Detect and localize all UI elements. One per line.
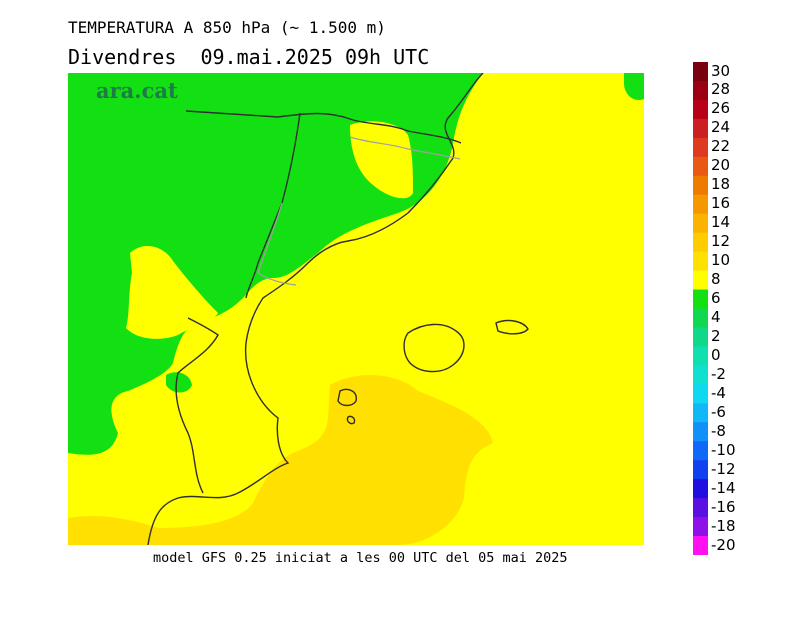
green-patch-coast — [166, 372, 192, 393]
color-scale-label: -10 — [711, 440, 736, 459]
color-swatch — [693, 498, 708, 518]
color-scale-label: 18 — [711, 175, 731, 194]
color-swatch — [693, 156, 708, 177]
andorra-france-border — [349, 136, 461, 160]
color-swatch — [693, 99, 708, 120]
model-run-info: model GFS 0.25 iniciat a les 00 UTC del … — [153, 550, 568, 566]
gold-zone — [68, 374, 493, 545]
color-scale-label: 30 — [711, 61, 731, 80]
color-swatch — [693, 213, 708, 234]
valencia-border — [175, 317, 219, 494]
color-scale-label: 24 — [711, 118, 731, 137]
color-scale-label: -12 — [711, 459, 736, 478]
formentera — [346, 415, 356, 425]
color-swatch — [693, 137, 708, 158]
color-scale-label: 4 — [711, 308, 721, 326]
color-scale-label: 28 — [711, 80, 731, 99]
color-scale-label: 0 — [711, 345, 721, 364]
color-scale-label: 8 — [711, 270, 721, 289]
color-scale-labels: 30 28 26 24 22 20 18 16 14 12 10 8 6 4 2 0 -2 -4 -6 -8 -10 -1… — [711, 62, 791, 555]
ibiza — [337, 388, 357, 407]
color-scale-label: 14 — [711, 213, 731, 232]
color-swatch — [693, 308, 708, 328]
aragon-border — [257, 202, 297, 286]
color-swatch — [693, 80, 708, 101]
color-swatch — [693, 118, 708, 139]
ara-cat-logo: ara.cat — [96, 78, 178, 103]
color-swatch — [693, 479, 708, 499]
green-patch-ne — [624, 73, 644, 101]
yellow-tongue-west — [126, 246, 218, 339]
color-scale-label: 2 — [711, 326, 721, 345]
menorca — [495, 319, 529, 335]
chart-title: TEMPERATURA A 850 hPa (~ 1.500 m) — [68, 18, 386, 37]
color-scale — [693, 62, 708, 555]
color-scale-label: -20 — [711, 535, 736, 554]
color-scale-label: 22 — [711, 137, 731, 156]
color-swatch — [693, 194, 708, 215]
color-swatch — [693, 346, 708, 366]
color-scale-label: -2 — [711, 364, 726, 383]
color-swatch — [693, 517, 708, 537]
color-swatch — [693, 460, 708, 480]
color-scale-label: 12 — [711, 232, 731, 251]
color-scale-label: 20 — [711, 156, 731, 175]
color-swatch — [693, 422, 708, 442]
color-scale-label: -18 — [711, 516, 736, 535]
color-scale-label: -8 — [711, 421, 726, 440]
temperature-map: ara.cat — [68, 73, 644, 545]
color-swatch — [693, 327, 708, 347]
pyrenees-border — [185, 110, 462, 144]
color-scale-label: 6 — [711, 289, 721, 307]
color-swatch — [693, 536, 708, 555]
color-swatch — [693, 232, 708, 253]
color-swatch — [693, 441, 708, 461]
color-swatch — [693, 403, 708, 423]
color-scale-label: -6 — [711, 402, 726, 421]
forecast-date: Divendres 09.mai.2025 09h UTC — [68, 45, 430, 69]
color-swatch — [693, 175, 708, 196]
mallorca — [403, 323, 465, 373]
color-scale-label: -14 — [711, 478, 736, 497]
color-scale-label: 26 — [711, 99, 731, 118]
color-scale-label: 16 — [711, 194, 731, 213]
color-scale-label: -16 — [711, 497, 736, 516]
color-swatch — [693, 270, 708, 291]
color-swatch — [693, 289, 708, 309]
color-swatch — [693, 62, 708, 82]
catalonia-border — [245, 112, 301, 299]
color-swatch — [693, 384, 708, 404]
color-swatch — [693, 251, 708, 272]
color-swatch — [693, 365, 708, 385]
color-scale-label: -4 — [711, 383, 726, 402]
color-scale-label: 10 — [711, 251, 731, 270]
